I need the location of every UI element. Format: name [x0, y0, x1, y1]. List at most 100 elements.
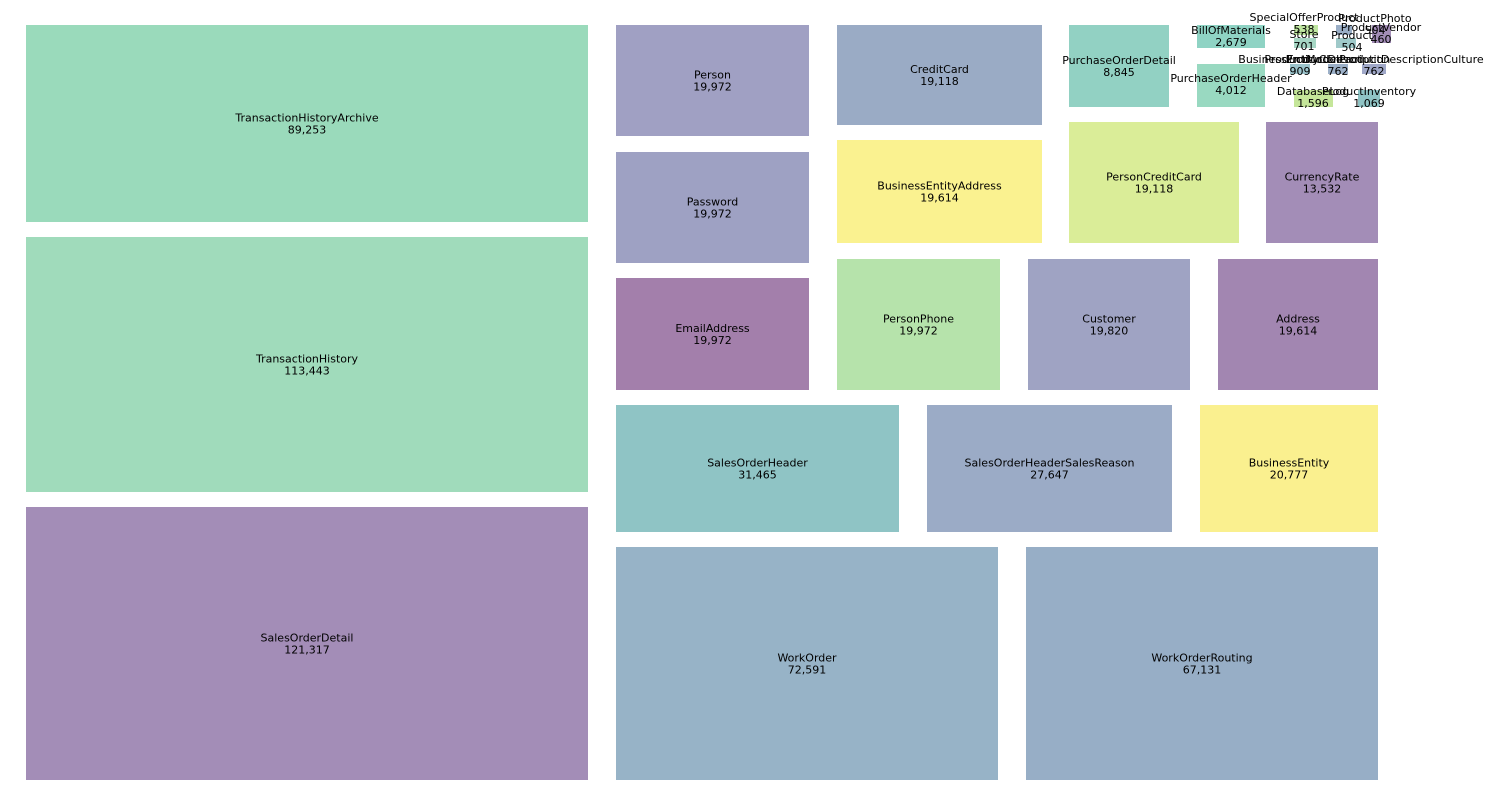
tile-value: 19,972 [693, 208, 732, 221]
tile-label-customer: Customer 19,820 [1082, 313, 1136, 338]
tile-label-password: Password 19,972 [687, 196, 738, 221]
tile-person [616, 25, 809, 136]
tile-bill-of-materials [1197, 25, 1265, 48]
tile-name: PersonCreditCard [1106, 171, 1202, 184]
tile-product-inventory [1358, 90, 1380, 107]
tile-name: BusinessEntity [1249, 457, 1330, 470]
tile-product [1336, 38, 1356, 48]
tile-label-product: Product 504 [1331, 29, 1373, 54]
tile-credit-card [837, 25, 1042, 125]
tile-name: Product [1331, 29, 1373, 42]
tile-value: 31,465 [738, 469, 777, 482]
tile-special-offer-product [1294, 25, 1318, 35]
tile-value: 504 [1342, 41, 1363, 54]
tile-label-store: Store 701 [1289, 28, 1318, 53]
tile-name: Person [694, 69, 731, 82]
tile-name: ProductPhoto [1338, 12, 1411, 25]
tile-sales-order-header-sales-reason [927, 405, 1172, 532]
tile-label-sales-order-header: SalesOrderHeader 31,465 [707, 457, 808, 482]
tile-name: Password [687, 196, 738, 209]
tile-name: CurrencyRate [1285, 171, 1360, 184]
tile-label-sales-order-detail: SalesOrderDetail 121,317 [261, 632, 354, 657]
tile-value: 19,820 [1090, 325, 1129, 338]
tile-label-person-phone: PersonPhone 19,972 [883, 313, 954, 338]
tile-value: 504 [1365, 24, 1386, 37]
tile-name: ProductVendor [1341, 21, 1422, 34]
tile-label-product-inventory: ProductInventory 1,069 [1322, 85, 1417, 110]
tile-value: 8,845 [1103, 66, 1135, 79]
tile-name: WorkOrder [777, 652, 837, 665]
tile-currency-rate [1266, 122, 1378, 243]
tile-name: SalesOrderHeaderSalesReason [965, 457, 1135, 470]
tile-value: 909 [1290, 65, 1311, 78]
tile-name: SalesOrderHeader [707, 457, 808, 470]
tile-name: PurchaseOrderHeader [1170, 72, 1292, 85]
tile-name: TransactionHistory [255, 353, 359, 366]
tile-label-product-model-product-description-culture: ProductModelProductDescriptionCulture 762 [1264, 53, 1483, 78]
tile-transaction-history-archive [26, 25, 588, 222]
tile-value: 701 [1294, 40, 1315, 53]
tile-value: 19,972 [693, 81, 732, 94]
tile-purchase-order-detail [1069, 25, 1169, 107]
tile-name: PersonPhone [883, 313, 954, 326]
tile-customer [1028, 259, 1190, 390]
tile-value: 1,596 [1297, 97, 1329, 110]
tile-label-business-entity: BusinessEntity 20,777 [1249, 457, 1330, 482]
tile-name: ProductModelProductDescriptionCulture [1264, 53, 1483, 66]
treemap-labels: SalesOrderDetail 121,317 TransactionHistor… [234, 11, 1483, 677]
tile-name: BusinessEntityContact [1238, 53, 1362, 66]
tile-label-purchase-order-detail: PurchaseOrderDetail 8,845 [1062, 54, 1176, 79]
tile-label-transaction-history: TransactionHistory 113,443 [255, 353, 359, 378]
tile-address [1218, 259, 1378, 390]
tile-value: 19,972 [693, 334, 732, 347]
tile-name: BusinessEntityAddress [877, 180, 1002, 193]
tile-name: Address [1276, 313, 1320, 326]
tile-label-address: Address 19,614 [1276, 313, 1320, 338]
tile-name: ProductInventory [1322, 85, 1417, 98]
tile-work-order [616, 547, 998, 780]
tile-product-photo [1336, 25, 1352, 35]
tile-email-address [616, 278, 809, 390]
tile-business-entity [1200, 405, 1378, 532]
tile-label-bill-of-materials: BillOfMaterials 2,679 [1191, 24, 1271, 49]
tile-product-description [1328, 64, 1348, 74]
tile-label-business-entity-contact: BusinessEntityContact 909 [1238, 53, 1362, 78]
tile-work-order-routing [1026, 547, 1378, 780]
treemap-tiles [26, 25, 1391, 780]
tile-name: SpecialOfferProduct [1250, 11, 1360, 24]
tile-label-special-offer-product: SpecialOfferProduct 538 [1250, 11, 1360, 36]
tile-label-person: Person 19,972 [693, 69, 732, 94]
tile-sales-order-detail [26, 507, 588, 780]
tile-label-database-log: DatabaseLog 1,596 [1277, 85, 1349, 110]
tile-value: 121,317 [284, 644, 330, 657]
tile-value: 4,012 [1215, 84, 1247, 97]
tile-value: 20,777 [1270, 469, 1309, 482]
tile-value: 1,069 [1353, 97, 1385, 110]
tile-value: 13,532 [1303, 183, 1342, 196]
tile-label-work-order-routing: WorkOrderRouting 67,131 [1151, 652, 1252, 677]
tile-value: 762 [1364, 65, 1385, 78]
tile-label-product-description: ProductDescription 762 [1286, 53, 1390, 78]
tile-label-currency-rate: CurrencyRate 13,532 [1285, 171, 1360, 196]
tile-value: 460 [1371, 33, 1392, 46]
tile-transaction-history [26, 237, 588, 492]
tile-store [1294, 38, 1316, 48]
tile-name: TransactionHistoryArchive [234, 112, 378, 125]
tile-value: 19,972 [899, 325, 938, 338]
tile-password [616, 152, 809, 263]
tile-name: ProductDescription [1286, 53, 1390, 66]
tile-value: 19,614 [920, 192, 959, 205]
tile-value: 19,118 [1135, 183, 1174, 196]
tile-value: 2,679 [1215, 36, 1247, 49]
tile-person-credit-card [1069, 122, 1239, 243]
tile-name: EmailAddress [675, 322, 750, 335]
tile-label-transaction-history-archive: TransactionHistoryArchive 89,253 [234, 112, 378, 137]
tile-value: 67,131 [1183, 664, 1222, 677]
tile-name: Customer [1082, 313, 1136, 326]
tile-sales-order-header [616, 405, 899, 532]
tile-database-log [1294, 90, 1333, 107]
tile-name: PurchaseOrderDetail [1062, 54, 1176, 67]
tile-value: 89,253 [288, 124, 327, 137]
